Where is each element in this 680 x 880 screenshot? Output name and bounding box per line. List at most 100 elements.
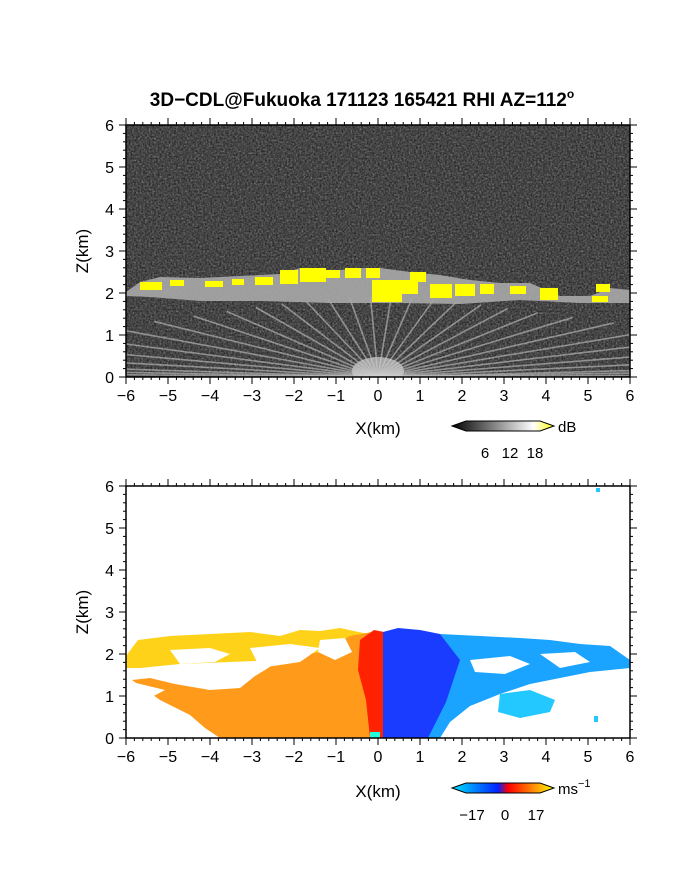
velocity-ytick-label: 6 <box>105 479 114 496</box>
chart-title: 3D−CDL@Fukuoka 171123 165421 RHI AZ=112o <box>150 87 574 111</box>
reflectivity-colorbar-tick-2: 18 <box>527 445 544 462</box>
velocity-xtick-label: −6 <box>117 749 135 766</box>
velocity-colorbar: ms−1 −17 0 17 <box>450 778 591 824</box>
velocity-speck-3 <box>370 732 380 738</box>
reflectivity-ray <box>226 310 379 377</box>
reflectivity-xtick-label: −3 <box>243 388 261 405</box>
reflectivity-ray <box>377 374 630 377</box>
reflectivity-ytick-label: 6 <box>105 118 114 135</box>
reflectivity-ray <box>377 316 573 377</box>
reflectivity-ray <box>126 362 379 377</box>
cloud-top-echo-patch <box>510 286 526 294</box>
reflectivity-colorbar-bar <box>450 420 556 432</box>
cloud-top-echo-patch <box>300 268 326 282</box>
reflectivity-ray <box>126 373 379 377</box>
reflectivity-ray <box>377 311 539 377</box>
velocity-xtick-label: −1 <box>327 749 345 766</box>
velocity-xtick-label: 4 <box>542 749 551 766</box>
velocity-colorbar-tick-1: 0 <box>501 807 509 824</box>
velocity-ytick-label: 2 <box>105 647 114 664</box>
velocity-gap-6 <box>128 682 165 698</box>
reflectivity-xtick-label: −2 <box>285 388 303 405</box>
reflectivity-ray <box>377 356 630 377</box>
reflectivity-ray <box>154 320 379 377</box>
cloud-top-echo-patch <box>430 284 452 298</box>
reflectivity-xtick-label: −1 <box>327 388 345 405</box>
reflectivity-xtick-label: 0 <box>374 388 383 405</box>
reflectivity-xtick-label: 6 <box>626 388 635 405</box>
reflectivity-ytick-label: 5 <box>105 160 114 177</box>
cloud-top-echo-patch <box>410 272 426 282</box>
velocity-ytick-label: 0 <box>105 731 114 748</box>
reflectivity-colorbar-unit: dB <box>558 419 576 436</box>
reflectivity-xtick-label: −5 <box>159 388 177 405</box>
reflectivity-ray <box>126 353 379 377</box>
cloud-top-echo-patch <box>280 270 298 284</box>
reflectivity-ticks: −6 −5 −4 −3 −2 −1 0 1 2 3 4 5 6 0 1 2 3 4 5 6 <box>105 118 637 405</box>
cloud-top-echo-patch <box>455 284 475 296</box>
velocity-ylabel: Z(km) <box>73 590 92 634</box>
reflectivity-ray <box>126 371 379 377</box>
velocity-gap-5 <box>540 652 590 668</box>
reflectivity-ytick-label: 2 <box>105 286 114 303</box>
velocity-xtick-label: 2 <box>458 749 467 766</box>
reflectivity-xlabel: X(km) <box>355 419 400 438</box>
reflectivity-colorbar: dB 6 12 18 <box>450 419 576 462</box>
reflectivity-colorbar-tick-0: 6 <box>481 445 489 462</box>
reflectivity-xtick-label: 4 <box>542 388 551 405</box>
velocity-xtick-label: 6 <box>626 749 635 766</box>
velocity-speck-2 <box>594 716 598 722</box>
reflectivity-xtick-label: 2 <box>458 388 467 405</box>
cloud-top-echo-patch <box>480 284 494 294</box>
cloud-top-echo-patch <box>205 281 223 287</box>
cloud-top-echo-patch <box>326 270 340 278</box>
reflectivity-ray <box>377 369 630 377</box>
velocity-colorbar-unit: ms−1 <box>558 778 591 798</box>
velocity-ytick-label: 4 <box>105 563 114 580</box>
cloud-top-echo-patch <box>540 288 558 300</box>
velocity-colorbar-tick-0: −17 <box>459 807 484 824</box>
reflectivity-ytick-label: 1 <box>105 328 114 345</box>
velocity-ytick-label: 5 <box>105 521 114 538</box>
velocity-gap-2 <box>250 644 320 668</box>
cloud-top-echo-patch <box>255 277 273 285</box>
reflectivity-ray <box>377 363 630 377</box>
velocity-xtick-label: 0 <box>374 749 383 766</box>
reflectivity-xtick-label: −4 <box>201 388 219 405</box>
velocity-colorbar-bar <box>450 782 556 794</box>
velocity-xtick-label: 3 <box>500 749 509 766</box>
velocity-speck-1 <box>596 488 600 492</box>
velocity-ytick-label: 3 <box>105 605 114 622</box>
velocity-xtick-label: −4 <box>201 749 219 766</box>
velocity-xtick-label: −5 <box>159 749 177 766</box>
reflectivity-xtick-label: 1 <box>416 388 425 405</box>
reflectivity-colorbar-tick-1: 12 <box>502 445 519 462</box>
cloud-top-echo-patch <box>170 280 184 286</box>
reflectivity-ray <box>126 329 379 377</box>
reflectivity-rays <box>126 296 630 377</box>
velocity-ytick-label: 1 <box>105 689 114 706</box>
velocity-xtick-label: 5 <box>584 749 593 766</box>
reflectivity-ray <box>377 372 630 377</box>
reflectivity-ytick-label: 0 <box>105 370 114 387</box>
reflectivity-xtick-label: 3 <box>500 388 509 405</box>
reflectivity-ray <box>193 315 379 377</box>
velocity-gap-4 <box>470 656 530 674</box>
velocity-xtick-label: −3 <box>243 749 261 766</box>
reflectivity-noise <box>126 125 630 377</box>
reflectivity-ray <box>377 333 630 377</box>
cloud-top-echo-patch <box>592 296 608 302</box>
cloud-top-echo-patch <box>232 279 244 285</box>
velocity-gap-1 <box>170 648 230 664</box>
velocity-region-cyan <box>498 690 555 718</box>
cloud-top-echo-patch <box>398 280 418 294</box>
reflectivity-xtick-label: 5 <box>584 388 593 405</box>
velocity-region-orange <box>132 632 380 738</box>
cloud-top-echo <box>140 268 610 302</box>
velocity-xtick-label: −2 <box>285 749 303 766</box>
velocity-xlabel: X(km) <box>355 782 400 801</box>
cloud-top-echo-patch <box>345 268 361 278</box>
reflectivity-ytick-label: 3 <box>105 244 114 261</box>
reflectivity-xtick-label: −6 <box>117 388 135 405</box>
